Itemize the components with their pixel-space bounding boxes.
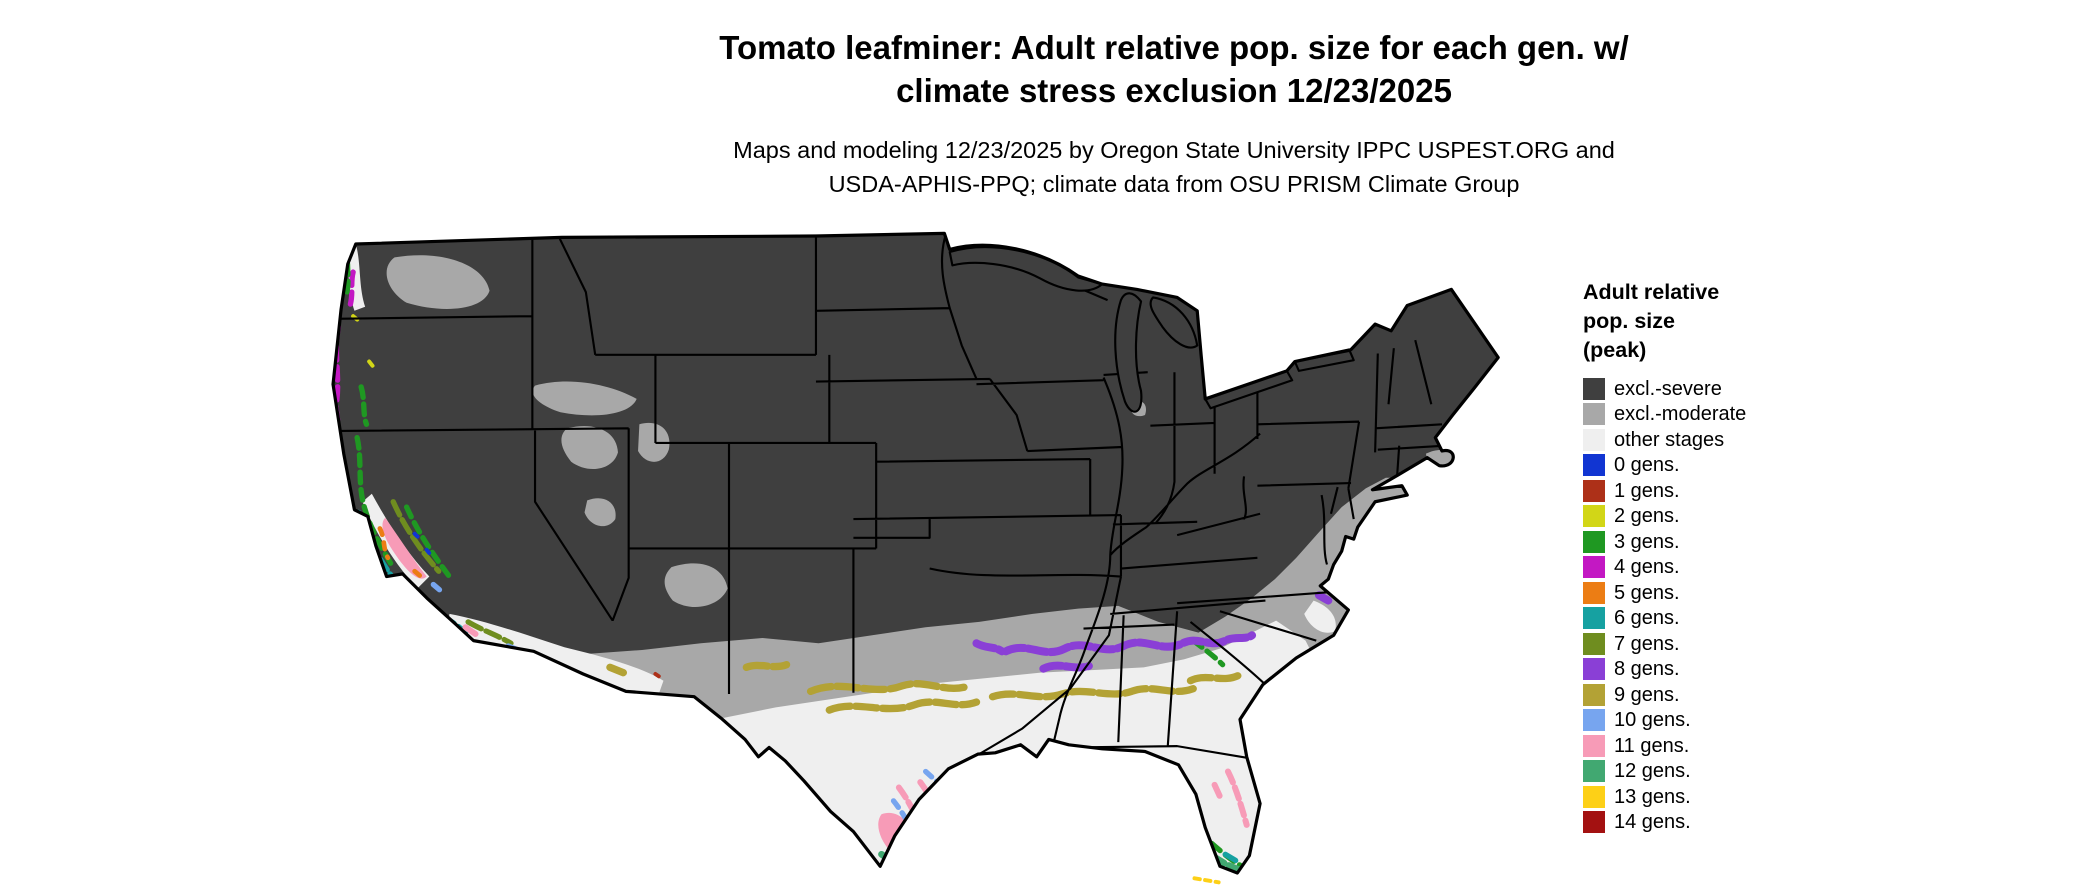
legend-label: 12 gens.: [1614, 760, 1691, 783]
legend-title-line2: pop. size: [1583, 309, 1675, 333]
us-map-svg: [331, 231, 1500, 885]
legend-title: Adult relative pop. size (peak): [1583, 278, 1746, 365]
legend-label: other stages: [1614, 428, 1725, 451]
region-gens-9: [606, 660, 1243, 714]
legend-label: excl.-severe: [1614, 377, 1722, 400]
legend-label: 3 gens.: [1614, 530, 1680, 553]
legend-item-gens-8: 8 gens.: [1583, 657, 1746, 683]
legend-label: 1 gens.: [1614, 479, 1680, 502]
legend-item-gens-10: 10 gens.: [1583, 708, 1746, 734]
legend-item-other-stages: other stages: [1583, 427, 1746, 453]
legend-label: 14 gens.: [1614, 811, 1691, 834]
legend-item-gens-0: 0 gens.: [1583, 453, 1746, 479]
legend-item-excl-moderate: excl.-moderate: [1583, 402, 1746, 428]
legend-swatch: [1583, 556, 1605, 579]
region-other-stages: [342, 244, 1336, 873]
legend-swatch: [1583, 658, 1605, 681]
legend-swatch: [1583, 505, 1605, 528]
legend-item-gens-2: 2 gens.: [1583, 504, 1746, 530]
region-gens-0: [412, 531, 435, 559]
region-gens-12: [878, 850, 1245, 873]
legend-rows: excl.-severe excl.-moderate other stages…: [1583, 376, 1746, 835]
legend-item-gens-5: 5 gens.: [1583, 580, 1746, 606]
title-block: Tomato leafminer: Adult relative pop. si…: [719, 26, 1629, 201]
map-subtitle: Maps and modeling 12/23/2025 by Oregon S…: [719, 133, 1629, 201]
legend-label: 8 gens.: [1614, 658, 1680, 681]
legend-item-gens-11: 11 gens.: [1583, 733, 1746, 759]
legend-label: 13 gens.: [1614, 785, 1691, 808]
legend-swatch: [1583, 683, 1605, 706]
legend-swatch: [1583, 607, 1605, 630]
legend-swatch: [1583, 377, 1605, 400]
legend-swatch: [1583, 811, 1605, 834]
legend-item-gens-13: 13 gens.: [1583, 784, 1746, 810]
legend-label: 9 gens.: [1614, 683, 1680, 706]
legend-swatch: [1583, 428, 1605, 451]
lake-huron: [1149, 296, 1199, 349]
legend-item-gens-9: 9 gens.: [1583, 682, 1746, 708]
legend-title-line3: (peak): [1583, 338, 1647, 362]
map-subtitle-line1: Maps and modeling 12/23/2025 by Oregon S…: [733, 137, 1615, 163]
region-gens-5: [377, 526, 427, 582]
region-gens-7: [390, 499, 514, 646]
legend-item-gens-14: 14 gens.: [1583, 810, 1746, 836]
legend-item-gens-3: 3 gens.: [1583, 529, 1746, 555]
legend-swatch: [1583, 530, 1605, 553]
legend-swatch: [1583, 454, 1605, 477]
great-lakes: [948, 246, 1355, 413]
legend-item-gens-4: 4 gens.: [1583, 555, 1746, 581]
legend-label: excl.-moderate: [1614, 403, 1747, 426]
legend-item-excl-severe: excl.-severe: [1583, 376, 1746, 402]
legend: Adult relative pop. size (peak) excl.-se…: [1583, 278, 1746, 835]
legend-swatch: [1583, 632, 1605, 655]
legend-swatch: [1583, 479, 1605, 502]
region-gens-13-keys: [1192, 876, 1221, 885]
legend-swatch: [1583, 785, 1605, 808]
legend-label: 11 gens.: [1614, 734, 1690, 757]
legend-label: 0 gens.: [1614, 454, 1680, 477]
legend-label: 4 gens.: [1614, 556, 1680, 579]
legend-swatch: [1583, 403, 1605, 426]
map-title-line1: Tomato leafminer: Adult relative pop. si…: [719, 29, 1629, 66]
us-map: [321, 228, 1541, 885]
legend-item-gens-12: 12 gens.: [1583, 759, 1746, 785]
legend-swatch: [1583, 734, 1605, 757]
region-gens-8: [972, 591, 1333, 673]
map-fill-layers: [333, 233, 1499, 873]
legend-swatch: [1583, 760, 1605, 783]
legend-label: 5 gens.: [1614, 581, 1680, 604]
legend-title-line1: Adult relative: [1583, 280, 1720, 304]
legend-label: 10 gens.: [1614, 709, 1691, 732]
legend-label: 6 gens.: [1614, 607, 1680, 630]
legend-swatch: [1583, 709, 1605, 732]
legend-item-gens-6: 6 gens.: [1583, 606, 1746, 632]
map-title-line2: climate stress exclusion 12/23/2025: [896, 72, 1452, 109]
legend-label: 7 gens.: [1614, 632, 1680, 655]
us-outline: [331, 231, 1500, 875]
lake-michigan: [1114, 292, 1143, 413]
legend-item-gens-7: 7 gens.: [1583, 631, 1746, 657]
legend-swatch: [1583, 581, 1605, 604]
map-subtitle-line2: USDA-APHIS-PPQ; climate data from OSU PR…: [828, 171, 1520, 197]
region-gens-1: [653, 672, 666, 682]
legend-label: 2 gens.: [1614, 505, 1680, 528]
legend-item-gens-1: 1 gens.: [1583, 478, 1746, 504]
